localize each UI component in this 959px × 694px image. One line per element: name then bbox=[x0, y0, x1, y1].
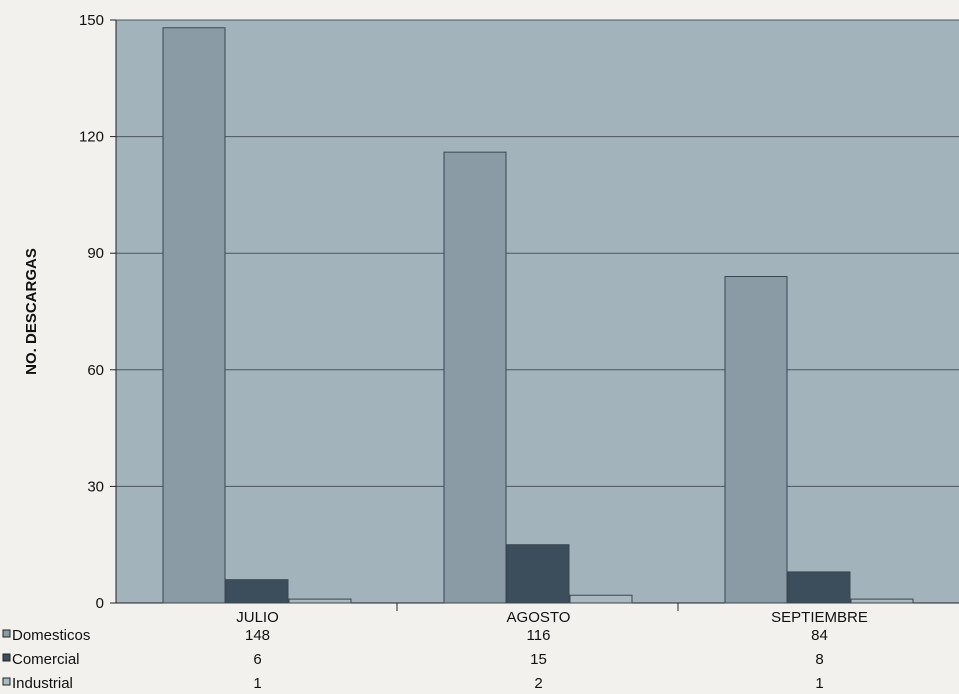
bar-industrial-agosto bbox=[569, 594, 633, 604]
table-value: 1 bbox=[253, 675, 261, 692]
bar-comercial-julio bbox=[225, 579, 289, 604]
table-value: 116 bbox=[527, 627, 551, 644]
legend-key-industrial bbox=[2, 677, 11, 686]
category-label: SEPTIEMBRE bbox=[771, 609, 868, 626]
table-value: 84 bbox=[811, 627, 828, 644]
y-tick-label: 30 bbox=[87, 478, 104, 495]
category-label: JULIO bbox=[236, 609, 279, 626]
bar-industrial-septiembre bbox=[850, 598, 914, 604]
plot-area bbox=[116, 20, 959, 603]
y-tick-label: 90 bbox=[87, 245, 104, 262]
table-value: 6 bbox=[253, 651, 261, 668]
category-separators bbox=[396, 603, 679, 611]
bar-industrial-julio bbox=[288, 598, 352, 604]
y-tick-label: 0 bbox=[96, 595, 104, 612]
y-tick-label: 150 bbox=[79, 12, 104, 29]
y-tick-label: 120 bbox=[79, 129, 104, 146]
table-value: 15 bbox=[530, 651, 547, 668]
legend-label: Industrial bbox=[12, 675, 73, 692]
category-label: AGOSTO bbox=[507, 609, 571, 626]
bars bbox=[162, 27, 914, 604]
bar-domesticos-septiembre bbox=[724, 276, 788, 604]
table-value: 1 bbox=[815, 675, 823, 692]
data-table: Domesticos 148 116 84 Comercial 6 15 8 Industria… bbox=[2, 627, 828, 692]
bar-domesticos-julio bbox=[162, 27, 226, 604]
legend-label: Comercial bbox=[12, 651, 80, 668]
table-value: 148 bbox=[245, 627, 270, 644]
legend-label: Domesticos bbox=[12, 627, 90, 644]
category-labels: JULIO AGOSTO SEPTIEMBRE bbox=[236, 603, 868, 626]
bar-comercial-agosto bbox=[506, 544, 570, 604]
legend-key-domesticos bbox=[2, 629, 11, 638]
y-tick-label: 60 bbox=[87, 362, 104, 379]
bar-comercial-septiembre bbox=[787, 571, 851, 604]
legend-key-comercial bbox=[2, 653, 11, 662]
table-value: 8 bbox=[815, 651, 823, 668]
y-axis-label: NO. DESCARGAS bbox=[23, 248, 40, 375]
gridlines bbox=[116, 19, 959, 487]
bar-domesticos-agosto bbox=[443, 151, 507, 604]
table-value: 2 bbox=[534, 675, 542, 692]
